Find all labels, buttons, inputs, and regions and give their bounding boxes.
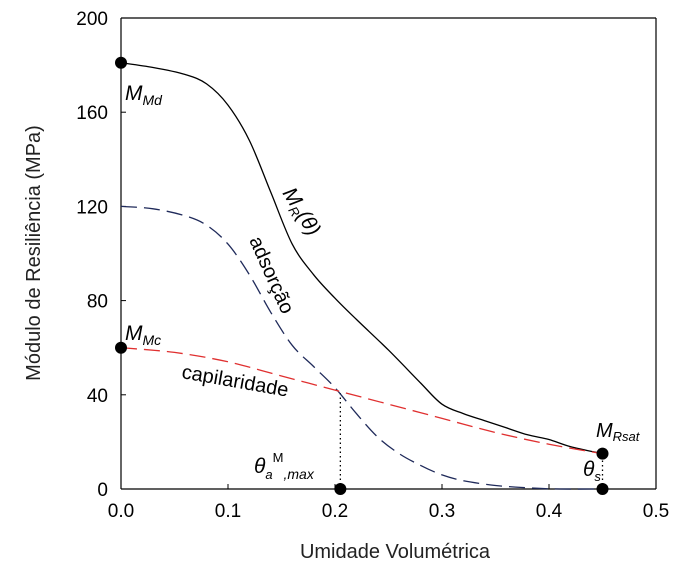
x-axis-label: Umidade Volumétrica (300, 541, 491, 563)
series-adsorcao (120, 205, 603, 490)
label-theta-a-max: θaM,max (254, 450, 315, 482)
label-mrsat: MRsat (596, 420, 641, 444)
y-tick-label: 0 (97, 480, 108, 501)
y-tick-label: 80 (87, 292, 108, 313)
y-tick-label: 160 (76, 103, 108, 124)
y-tick-label: 120 (76, 197, 108, 218)
guide-lines (339, 390, 604, 489)
label-mmc: MMc (125, 322, 161, 348)
x-tick-label: 0.2 (322, 501, 348, 522)
label-capilaridade: capilaridade (180, 361, 290, 401)
y-axis-label: Módulo de Resiliência (MPa) (23, 125, 45, 381)
markers (115, 56, 609, 495)
x-tick-label: 0.0 (108, 501, 134, 522)
x-ticks: 0.0 0.1 0.2 0.3 0.4 0.5 (108, 484, 669, 522)
x-tick-label: 0.1 (215, 501, 241, 522)
data-point (334, 483, 347, 495)
data-point (596, 483, 609, 495)
data-point (596, 447, 609, 460)
y-tick-label: 200 (76, 9, 108, 30)
y-ticks: 0 40 80 120 160 200 (76, 9, 126, 501)
label-mr-theta: MR(θ) (276, 183, 325, 241)
data-point (115, 56, 127, 69)
y-tick-label: 40 (87, 386, 108, 407)
label-theta-s: θs (583, 458, 601, 484)
label-mmd: MMd (125, 82, 163, 108)
series-capilaridade (120, 347, 603, 455)
series-mr-theta (120, 62, 603, 455)
x-tick-label: 0.3 (429, 501, 455, 522)
series-lines (120, 62, 603, 490)
label-adsorcao: adsorção (244, 233, 298, 317)
x-tick-label: 0.4 (536, 501, 563, 522)
axes (120, 17, 657, 490)
data-point (115, 341, 127, 354)
x-tick-label: 0.5 (643, 501, 669, 522)
